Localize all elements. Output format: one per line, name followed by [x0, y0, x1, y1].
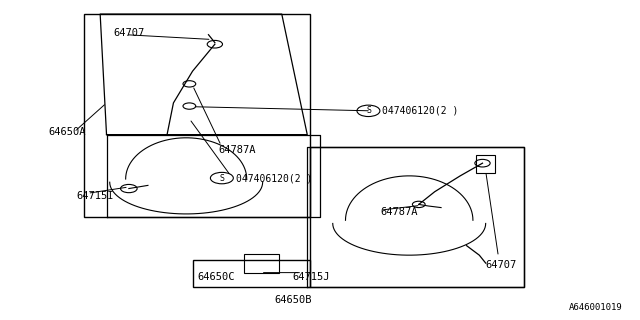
- Text: S: S: [220, 173, 224, 183]
- Text: 047406120(2 ): 047406120(2 ): [383, 106, 459, 116]
- Text: 64707: 64707: [486, 260, 517, 270]
- Text: 64787A: 64787A: [218, 146, 255, 156]
- Bar: [193, 260, 310, 287]
- Text: 64707: 64707: [113, 28, 144, 38]
- Text: 64650C: 64650C: [198, 272, 235, 282]
- Text: S: S: [366, 106, 371, 115]
- Text: 64715I: 64715I: [77, 191, 114, 202]
- Text: 64650A: 64650A: [48, 127, 85, 137]
- Text: A646001019: A646001019: [568, 303, 622, 312]
- Text: 64787A: 64787A: [381, 207, 418, 217]
- Bar: [310, 147, 524, 287]
- Bar: [84, 14, 310, 217]
- Text: 64650B: 64650B: [274, 295, 312, 305]
- Bar: [476, 155, 495, 173]
- Text: 64715J: 64715J: [292, 272, 330, 282]
- Bar: [244, 253, 278, 273]
- Text: 047406120(2 ): 047406120(2 ): [236, 173, 312, 183]
